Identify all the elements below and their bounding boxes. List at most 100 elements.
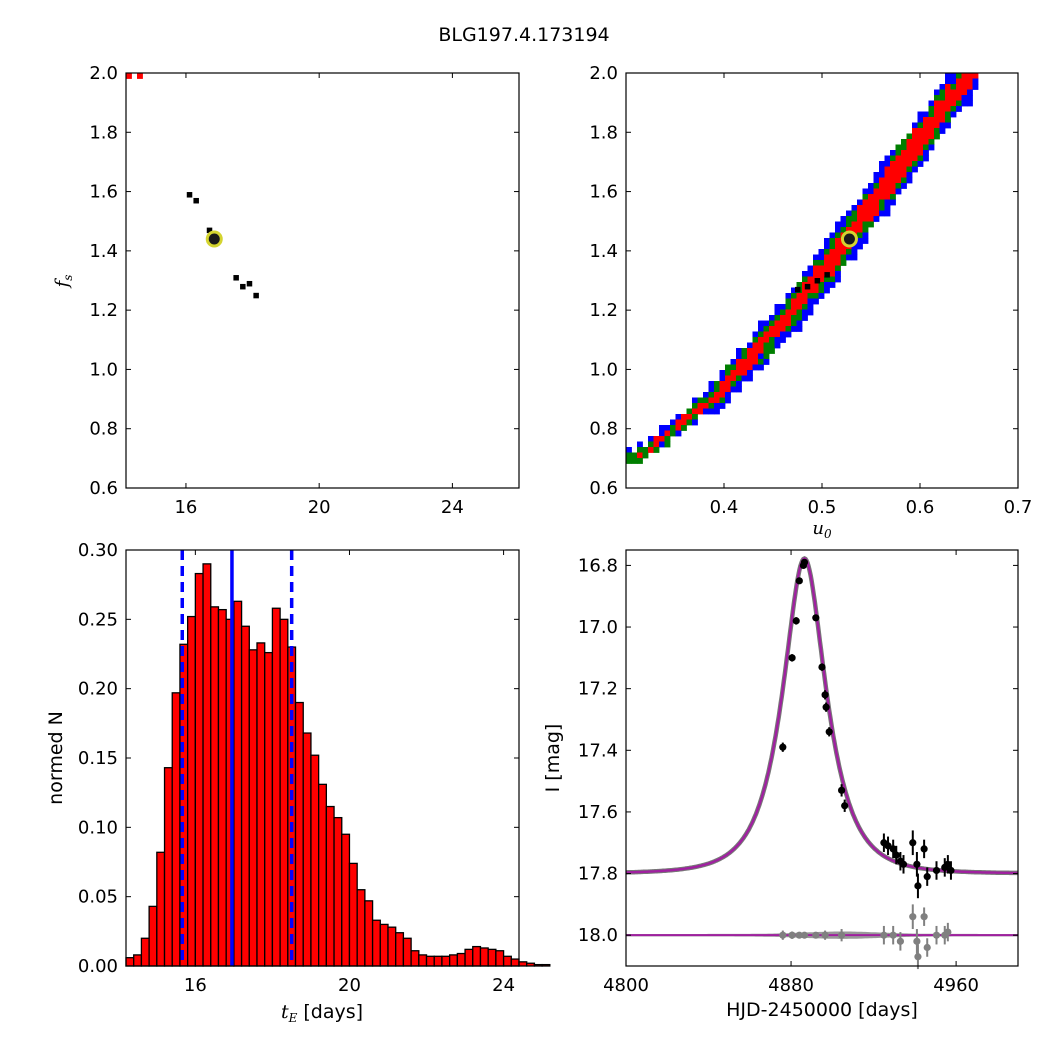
heatmap-cell: [912, 166, 918, 173]
heatmap-cell: [659, 425, 665, 431]
heatmap-cell: [747, 375, 753, 382]
histogram-bar: [140, 937, 150, 967]
heatmap-cell: [758, 337, 764, 343]
heatmap-cell: [824, 238, 830, 244]
heatmap-cell: [824, 254, 830, 261]
y-tick-label: 2.0: [589, 63, 618, 84]
heatmap-cell: [967, 84, 973, 90]
heatmap-cell: [961, 84, 968, 90]
histogram-bar: [333, 816, 343, 967]
heatmap-cell: [829, 254, 836, 261]
heatmap-cell: [626, 447, 632, 453]
heatmap-cell: [901, 166, 907, 173]
heatmap-cell: [725, 386, 731, 393]
heatmap-cell: [912, 128, 918, 134]
heatmap-cell: [934, 128, 940, 134]
heatmap-cell: [868, 216, 874, 222]
heatmap-cell: [747, 364, 753, 371]
heatmap-cell: [697, 403, 704, 409]
heatmap-cell: [923, 150, 929, 156]
heatmap-cell: [824, 276, 830, 283]
heatmap-cell: [857, 238, 863, 244]
heatmap-cell: [879, 188, 885, 195]
heatmap-cell: [681, 414, 687, 420]
heatmap-cell: [818, 293, 825, 299]
panel-light-curve: 16.8 17.0 17.2 17.4 17.6 17.8 18.0 4800 4880 4960…: [542, 549, 1019, 1021]
heatmap-cell: [950, 106, 957, 112]
histogram-bar: [479, 947, 489, 967]
heatmap-cell: [818, 276, 825, 283]
heatmap-cell: [670, 419, 676, 426]
heatmap-cell: [692, 408, 698, 415]
heatmap-cell: [785, 298, 792, 305]
histogram-bar: [171, 692, 181, 967]
heatmap-cell: [802, 276, 808, 283]
heatmap-cell: [835, 260, 841, 266]
heatmap-cell: [923, 111, 929, 118]
heatmap-cell: [719, 381, 726, 387]
data-point: [920, 845, 928, 853]
heatmap-cell: [807, 309, 814, 316]
heatmap-cell: [912, 150, 918, 156]
heatmap-cell: [961, 89, 968, 96]
heatmap-cell: [895, 150, 902, 156]
heatmap-cell: [791, 298, 797, 305]
heatmap-cell: [681, 419, 687, 426]
heatmap-cell: [708, 397, 715, 404]
heatmap-cell: [917, 155, 924, 162]
heatmap-cell: [725, 364, 731, 371]
heatmap-cell: [862, 194, 869, 200]
heatmap-cell: [873, 172, 880, 178]
heatmap-cell: [637, 441, 643, 448]
heatmap-cell: [956, 84, 962, 90]
heatmap-cell: [714, 386, 720, 393]
x-tick-label: 4880: [768, 975, 814, 996]
heatmap-cell: [730, 386, 737, 393]
axes-frame: [625, 549, 1019, 967]
heatmap-cell: [923, 155, 929, 162]
heatmap-cell: [906, 166, 913, 173]
heatmap-cell: [857, 221, 863, 228]
heatmap-cell: [912, 161, 918, 167]
heatmap-cell: [769, 348, 775, 354]
heatmap-cell: [664, 430, 671, 437]
heatmap-cell: [686, 408, 693, 415]
heatmap-cell: [890, 188, 896, 195]
x-axis-label: tE [days]: [281, 1001, 363, 1025]
histogram-bar: [402, 937, 412, 967]
heatmap-cell: [934, 106, 940, 112]
y-tick-label: 17.0: [578, 617, 618, 638]
heatmap-cell: [851, 221, 858, 228]
heatmap-cell: [884, 155, 891, 162]
histogram-bar: [125, 957, 135, 967]
heatmap-core-cell: [795, 286, 801, 293]
heatmap-cell: [664, 425, 671, 431]
heatmap-cell: [917, 133, 924, 140]
heatmap-cell: [851, 205, 858, 211]
heatmap-cell: [785, 304, 792, 310]
heatmap-cell: [890, 161, 896, 167]
heatmap-cell: [862, 199, 869, 206]
heatmap-cell: [719, 386, 726, 393]
heatmap-cell: [840, 249, 847, 255]
heatmap-cell: [769, 331, 775, 338]
residual-point: [913, 937, 921, 945]
heatmap-cell: [791, 309, 797, 316]
data-point: [913, 860, 921, 868]
heatmap-cell: [939, 111, 946, 118]
data-point: [818, 663, 826, 671]
heatmap-cell: [873, 183, 880, 189]
heatmap-cell: [763, 320, 770, 327]
heatmap-cell: [862, 188, 869, 195]
heatmap-cell: [802, 271, 808, 277]
y-tick-label: 1.4: [89, 241, 118, 262]
heatmap-cell: [956, 89, 962, 96]
heatmap-cell: [873, 188, 880, 195]
heatmap-cell: [928, 122, 935, 129]
heatmap-cell: [725, 375, 731, 382]
heatmap-cell: [945, 73, 951, 79]
heatmap-cell: [818, 282, 825, 288]
histogram-bar: [294, 701, 304, 967]
heatmap-cell: [675, 419, 682, 426]
